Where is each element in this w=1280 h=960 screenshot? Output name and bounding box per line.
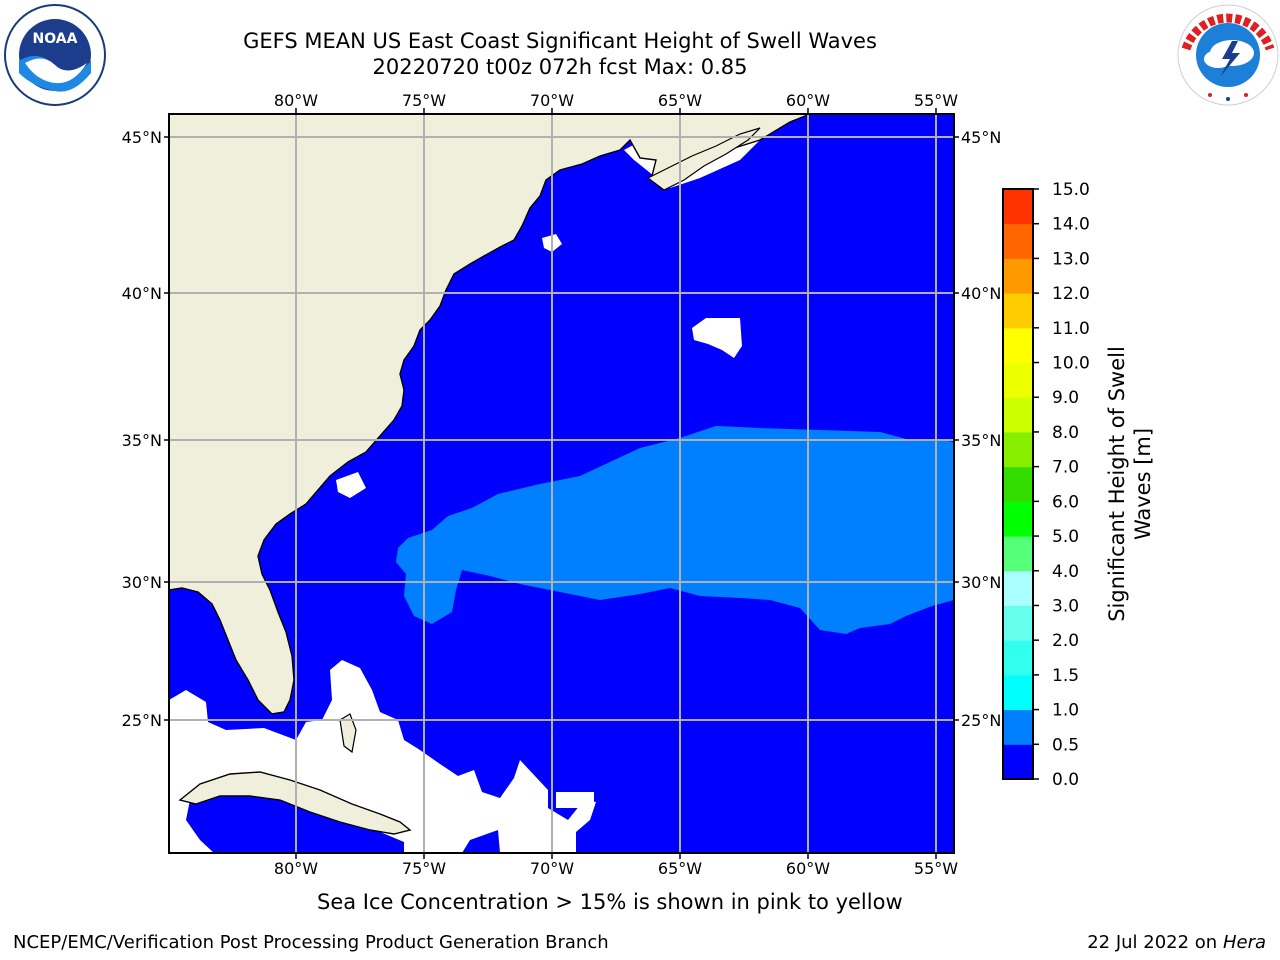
colorbar-segment: [1003, 431, 1033, 468]
no-data-patch: [692, 318, 742, 358]
colorbar-tick-label: 5.0: [1052, 527, 1079, 547]
lat-tick-label: 35°N: [961, 431, 1001, 450]
footer-date: 22 Jul 2022 on Hera: [1087, 932, 1266, 953]
colorbar-ticks: 0.0 0.5 1.0 1.5 2.0 3.0 4.0 5.0 6.0 7.0 8.0 9.0 10.0…: [1033, 180, 1090, 790]
noaa-logo-text: NOAA: [33, 31, 78, 47]
colorbar-tick-label: 2.0: [1052, 631, 1079, 651]
colorbar-segment: [1003, 223, 1033, 259]
colorbar-segment: [1003, 744, 1033, 780]
colorbar-tick-label: 3.0: [1052, 596, 1079, 616]
no-data-caribbean: [169, 660, 596, 853]
lon-ticks-bottom: 80°W 75°W 70°W 65°W 60°W 55°W: [274, 853, 958, 878]
lon-tick-label: 60°W: [786, 859, 830, 878]
colorbar-tick-label: 1.0: [1052, 701, 1079, 721]
chart-subtitle: 20220720 t00z 072h fcst Max: 0.85: [372, 55, 748, 79]
colorbar-segment: [1003, 189, 1033, 225]
colorbar-segment: [1003, 709, 1033, 745]
lat-tick-label: 25°N: [122, 711, 162, 730]
no-data-patch: [556, 792, 594, 808]
lon-tick-label: 65°W: [658, 859, 702, 878]
land-bahamas: [339, 713, 357, 754]
footer-host: Hera: [1222, 932, 1266, 953]
lat-tick-label: 40°N: [122, 284, 162, 303]
colorbar: [1003, 189, 1033, 780]
lat-ticks-left: 45°N 40°N 35°N 30°N 25°N: [122, 128, 169, 730]
colorbar-segment: [1003, 466, 1033, 502]
lat-tick-label: 35°N: [122, 431, 162, 450]
colorbar-tick-label: 9.0: [1052, 388, 1079, 408]
lon-tick-label: 80°W: [274, 91, 318, 110]
lat-tick-label: 45°N: [961, 128, 1001, 147]
colorbar-tick-label: 15.0: [1052, 180, 1090, 200]
map-frame: [168, 113, 955, 854]
colorbar-label-line2: Waves [m]: [1131, 428, 1155, 540]
colorbar-segment: [1003, 674, 1033, 711]
colorbar-segment: [1003, 640, 1033, 676]
lon-tick-label: 60°W: [786, 91, 830, 110]
lon-tick-label: 70°W: [530, 91, 574, 110]
sea-ice-note: Sea Ice Concentration > 15% is shown in …: [317, 890, 903, 914]
lat-ticks-right: 45°N 40°N 35°N 30°N 25°N: [954, 128, 1001, 730]
lat-tick-label: 25°N: [961, 711, 1001, 730]
colorbar-tick-label: 7.0: [1052, 458, 1079, 478]
lon-tick-label: 75°W: [402, 91, 446, 110]
colorbar-tick-label: 14.0: [1052, 215, 1090, 235]
footer-credit: NCEP/EMC/Verification Post Processing Pr…: [13, 932, 609, 953]
colorbar-segment: [1003, 362, 1033, 398]
lon-tick-label: 55°W: [914, 859, 958, 878]
nws-logo: [1177, 4, 1279, 106]
colorbar-label-line1: Significant Height of Swell: [1105, 346, 1129, 622]
colorbar-segment: [1003, 258, 1033, 294]
colorbar-segment: [1003, 293, 1033, 329]
colorbar-tick-label: 12.0: [1052, 284, 1090, 304]
colorbar-segment: [1003, 327, 1033, 364]
lat-tick-label: 30°N: [122, 573, 162, 592]
noaa-logo: NOAA: [4, 4, 106, 106]
lon-ticks-top: 80°W 75°W 70°W 65°W 60°W 55°W: [274, 91, 958, 114]
lon-tick-label: 65°W: [658, 91, 702, 110]
colorbar-tick-label: 6.0: [1052, 492, 1079, 512]
colorbar-segment: [1003, 536, 1033, 572]
map-area: [169, 114, 954, 853]
lat-lon-grid: [169, 114, 954, 853]
colorbar-tick-label: 1.5: [1052, 666, 1079, 686]
lon-tick-label: 75°W: [402, 859, 446, 878]
lon-tick-label: 80°W: [274, 859, 318, 878]
lon-tick-label: 70°W: [530, 859, 574, 878]
land-north-america: [169, 114, 811, 715]
colorbar-tick-label: 13.0: [1052, 249, 1090, 269]
lon-tick-label: 55°W: [914, 91, 958, 110]
colorbar-tick-label: 11.0: [1052, 319, 1090, 339]
colorbar-tick-label: 0.0: [1052, 770, 1079, 790]
colorbar-tick-label: 4.0: [1052, 562, 1079, 582]
colorbar-segment: [1003, 570, 1033, 606]
colorbar-frame: [1002, 188, 1034, 780]
lat-tick-label: 40°N: [961, 284, 1001, 303]
no-data-patch: [336, 472, 366, 498]
chart-title: GEFS MEAN US East Coast Significant Heig…: [243, 29, 877, 53]
colorbar-segment: [1003, 397, 1033, 433]
colorbar-tick-label: 8.0: [1052, 423, 1079, 443]
colorbar-segment: [1003, 605, 1033, 641]
footer-date-text: 22 Jul 2022 on: [1087, 932, 1223, 953]
colorbar-tick-label: 0.5: [1052, 735, 1079, 755]
lat-tick-label: 45°N: [122, 128, 162, 147]
colorbar-segment: [1003, 501, 1033, 537]
lat-tick-label: 30°N: [961, 573, 1001, 592]
colorbar-tick-label: 10.0: [1052, 354, 1090, 374]
